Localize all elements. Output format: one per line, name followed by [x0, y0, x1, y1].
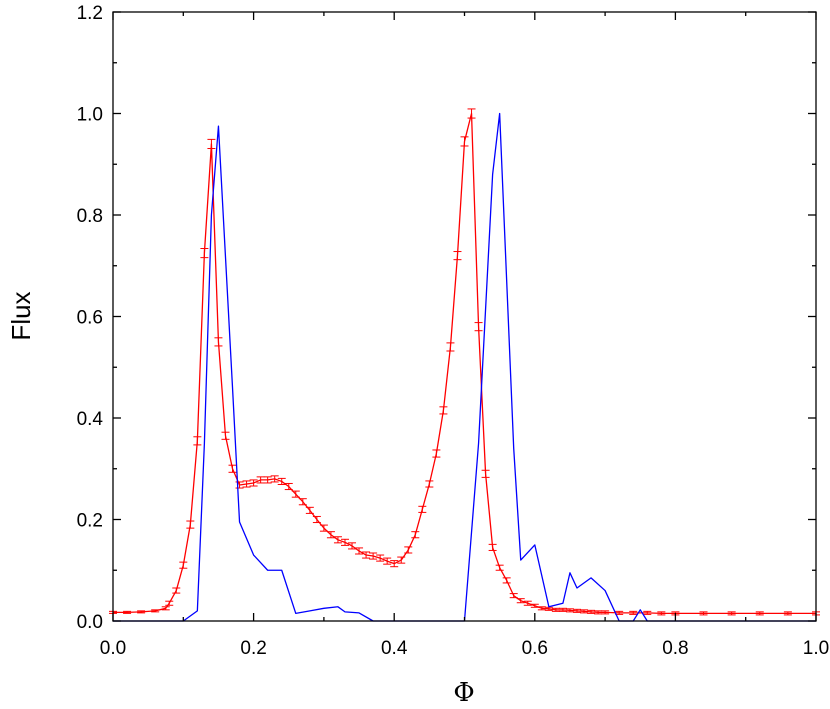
x-tick-label: 1.0	[803, 638, 829, 659]
error-bar	[481, 469, 490, 478]
y-axis-title: Flux	[6, 291, 36, 340]
error-bar	[404, 546, 413, 554]
error-bar	[340, 538, 349, 546]
error-bar	[355, 547, 364, 555]
plot-frame	[112, 11, 817, 622]
error-bar	[629, 610, 638, 615]
x-tick-label: 0.8	[662, 638, 688, 659]
error-bar	[319, 524, 328, 532]
error-bar	[305, 506, 314, 514]
error-bar	[179, 561, 188, 569]
error-bar	[214, 337, 223, 347]
series-line-0	[113, 112, 816, 615]
error-bar	[298, 498, 307, 506]
error-bar	[270, 475, 279, 483]
ticks-layer: 0.0 0.2 0.4 0.6 0.8 1.0 0.0 0.2 0.4 0.6 0.8 1.0 1.2	[77, 3, 830, 659]
error-bar	[291, 490, 300, 498]
error-bar	[333, 536, 342, 544]
error-bar	[221, 431, 230, 440]
error-bar	[362, 551, 371, 559]
error-bar	[467, 108, 476, 119]
error-bar	[397, 556, 406, 564]
series-1	[113, 112, 816, 622]
error-bar	[580, 609, 589, 614]
error-bar	[643, 610, 652, 615]
error-bar	[594, 610, 603, 615]
error-bar	[516, 598, 525, 604]
error-bar	[172, 587, 181, 594]
x-tick-label: 0.4	[381, 638, 408, 659]
error-bar	[193, 436, 202, 446]
error-bar	[123, 610, 132, 614]
series-layer	[109, 108, 820, 622]
y-tick-label: 0.2	[77, 511, 103, 532]
error-bar	[242, 480, 251, 488]
error-bar	[565, 608, 574, 613]
error-bar	[137, 610, 146, 614]
error-bar	[509, 593, 518, 599]
error-bar	[727, 611, 736, 616]
error-bar	[495, 564, 504, 571]
error-bar	[411, 531, 420, 539]
error-bar	[783, 611, 792, 616]
error-bar	[446, 342, 455, 352]
series-line-1	[113, 112, 816, 622]
error-bar	[453, 251, 462, 261]
error-bar	[383, 557, 392, 565]
error-bar	[432, 449, 441, 458]
error-bar	[369, 552, 378, 560]
error-bar	[657, 611, 666, 616]
error-bar	[755, 611, 764, 616]
error-bar	[161, 606, 170, 611]
x-tick-label: 0.2	[240, 638, 266, 659]
error-bar	[277, 477, 286, 485]
error-bar	[186, 520, 195, 529]
error-bar	[326, 531, 335, 539]
error-bar	[439, 406, 448, 415]
y-tick-label: 0.6	[77, 308, 103, 329]
error-bar	[460, 136, 469, 147]
error-bar	[551, 607, 560, 612]
error-bar	[284, 482, 293, 491]
error-bar	[390, 560, 399, 568]
y-tick-label: 1.0	[77, 105, 103, 126]
error-bar	[558, 607, 567, 612]
error-bar	[249, 479, 258, 487]
x-tick-label: 0.6	[522, 638, 548, 659]
error-bar	[572, 608, 581, 613]
error-bar	[474, 322, 483, 332]
error-bar	[165, 600, 174, 606]
error-bar	[699, 611, 708, 616]
error-bar	[587, 609, 596, 614]
error-bar	[200, 247, 209, 259]
x-axis-title: Φ	[453, 678, 474, 708]
error-bar	[263, 476, 272, 484]
y-tick-label: 0.4	[77, 409, 104, 430]
error-bar	[207, 138, 216, 150]
error-bar	[312, 515, 321, 524]
error-bar	[523, 600, 532, 606]
error-bar	[488, 543, 497, 551]
error-bar	[418, 505, 427, 513]
error-bar	[425, 480, 434, 488]
series-0	[109, 108, 820, 616]
error-bar	[537, 606, 546, 611]
error-bar	[256, 476, 265, 484]
error-bar	[530, 603, 539, 608]
y-tick-label: 1.2	[77, 3, 103, 24]
error-bar	[228, 464, 237, 473]
y-tick-label: 0.0	[77, 612, 103, 633]
error-bar	[151, 609, 160, 613]
error-bar	[502, 577, 511, 584]
x-tick-label: 0.0	[100, 638, 126, 659]
y-tick-label: 0.8	[77, 206, 103, 227]
error-bar	[348, 542, 357, 550]
error-bar	[601, 610, 610, 615]
error-bar	[376, 554, 385, 562]
